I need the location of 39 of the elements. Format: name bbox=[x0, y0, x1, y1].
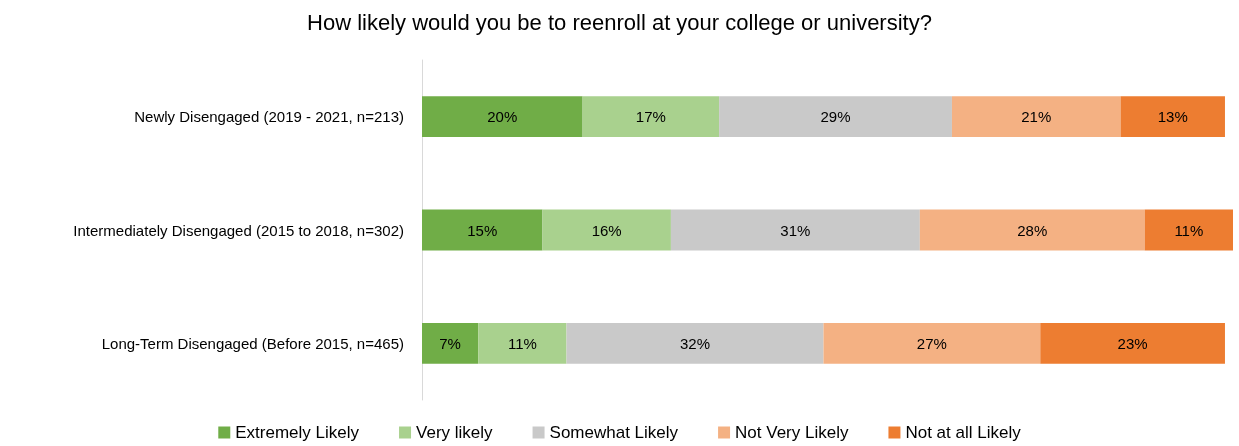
bar bbox=[719, 96, 952, 138]
bar bbox=[1120, 96, 1225, 138]
legend-label: Very likely bbox=[416, 423, 494, 442]
data-label: 21% bbox=[1021, 108, 1052, 126]
data-label: 31% bbox=[780, 221, 811, 239]
data-label: 11% bbox=[1174, 221, 1204, 239]
bar bbox=[478, 322, 567, 364]
bar bbox=[919, 209, 1145, 251]
bar bbox=[422, 209, 543, 251]
data-label: 23% bbox=[1117, 334, 1148, 352]
data-label: 16% bbox=[591, 221, 622, 239]
data-label: 29% bbox=[820, 108, 851, 126]
data-label: 17% bbox=[635, 108, 666, 126]
bar bbox=[1040, 322, 1225, 364]
bar bbox=[422, 96, 583, 138]
y-tick-label: Long-Term Disengaged (Before 2015, n=465) bbox=[101, 334, 404, 352]
bar bbox=[823, 322, 1041, 364]
bar bbox=[1144, 209, 1233, 251]
data-label: 32% bbox=[679, 334, 711, 352]
y-tick-label: Newly Disengaged (2019 - 2021, n=213) bbox=[134, 108, 404, 126]
legend-label: Extremely Likely bbox=[235, 423, 360, 442]
data-label: 15% bbox=[467, 221, 498, 239]
chart-title: How likely would you be to reenroll at your college or university? bbox=[307, 9, 932, 35]
bar bbox=[670, 209, 920, 251]
bar bbox=[582, 96, 720, 138]
data-label: 27% bbox=[916, 334, 947, 352]
legend-label: Somewhat Likely bbox=[549, 423, 679, 442]
data-label: 13% bbox=[1157, 108, 1188, 126]
bar bbox=[422, 322, 479, 364]
data-label: 7% bbox=[439, 334, 461, 352]
legend-label: Not Very Likely bbox=[735, 423, 849, 442]
data-label: 28% bbox=[1017, 221, 1048, 239]
data-label: 20% bbox=[487, 108, 518, 126]
bar bbox=[951, 96, 1121, 138]
data-label: 11% bbox=[507, 334, 537, 352]
bar bbox=[566, 322, 824, 364]
y-tick-label: Intermediately Disengaged (2015 to 2018, n=302) bbox=[73, 221, 404, 239]
legend-label: Not at all Likely bbox=[905, 423, 1022, 442]
bar bbox=[542, 209, 671, 251]
